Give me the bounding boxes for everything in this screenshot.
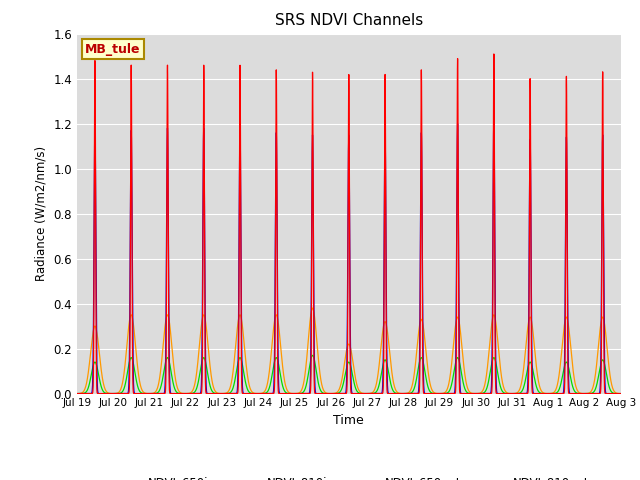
NDVI_810in (184, 391, 191, 396)
NDVI_650in (276, 391, 284, 396)
Title: SRS NDVI Channels: SRS NDVI Channels (275, 13, 423, 28)
NDVI_650out (308, 352, 316, 358)
NDVI_810in (424, 391, 431, 396)
NDVI_650out (617, 391, 625, 396)
Line: NDVI_810in: NDVI_810in (77, 119, 621, 394)
NDVI_650in (617, 391, 625, 396)
NDVI_810out (501, 388, 509, 394)
Text: MB_tule: MB_tule (85, 43, 140, 56)
NDVI_650out (501, 390, 509, 396)
NDVI_810in (189, 391, 197, 396)
NDVI_810out (189, 386, 197, 392)
NDVI_810in (276, 391, 284, 396)
Line: NDVI_650in: NDVI_650in (77, 54, 621, 394)
NDVI_650out (184, 391, 191, 396)
NDVI_810out (424, 366, 431, 372)
NDVI_650out (424, 384, 431, 389)
NDVI_650in (490, 51, 498, 57)
NDVI_650in (501, 391, 509, 396)
NDVI_650out (189, 390, 197, 396)
NDVI_810out (184, 391, 191, 396)
NDVI_810in (73, 391, 81, 396)
Line: NDVI_650out: NDVI_650out (77, 355, 621, 394)
NDVI_810in (617, 391, 625, 396)
NDVI_810out (617, 391, 625, 396)
NDVI_810in (490, 116, 498, 122)
Y-axis label: Radiance (W/m2/nm/s): Radiance (W/m2/nm/s) (35, 146, 47, 281)
Legend: NDVI_650in, NDVI_810in, NDVI_650out, NDVI_810out: NDVI_650in, NDVI_810in, NDVI_650out, NDV… (104, 471, 594, 480)
NDVI_810in (615, 391, 623, 396)
NDVI_810out (73, 391, 81, 396)
NDVI_810out (276, 341, 284, 347)
NDVI_650in (424, 391, 431, 396)
NDVI_810out (615, 391, 623, 396)
Line: NDVI_810out: NDVI_810out (77, 308, 621, 394)
NDVI_650in (615, 391, 623, 396)
NDVI_650in (73, 391, 81, 396)
NDVI_650out (73, 391, 81, 396)
NDVI_810in (501, 391, 509, 396)
X-axis label: Time: Time (333, 414, 364, 427)
NDVI_810out (308, 305, 316, 311)
NDVI_650in (189, 391, 197, 396)
NDVI_650out (276, 372, 284, 378)
NDVI_650out (615, 391, 623, 396)
NDVI_650in (184, 391, 191, 396)
